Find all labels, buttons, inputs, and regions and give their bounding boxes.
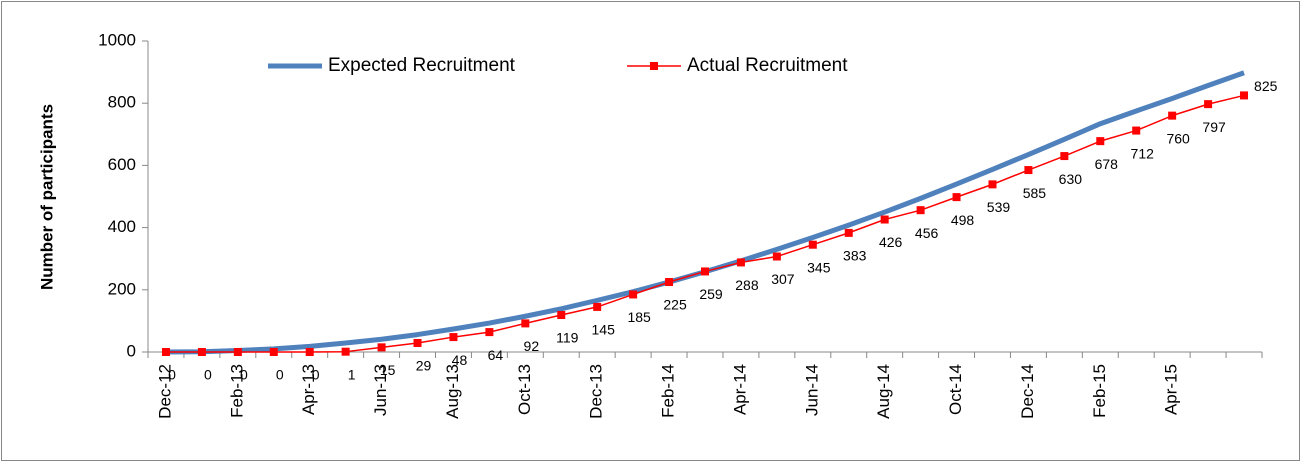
data-label: 345 bbox=[807, 259, 831, 275]
x-tick-label: Feb-14 bbox=[659, 364, 678, 418]
x-tick-label: Apr-14 bbox=[730, 364, 749, 415]
data-label: 288 bbox=[735, 277, 759, 293]
data-point bbox=[772, 252, 781, 261]
data-point bbox=[1024, 166, 1033, 175]
data-label: 712 bbox=[1131, 145, 1155, 161]
data-point bbox=[161, 348, 170, 356]
data-point bbox=[593, 302, 602, 311]
x-tick-label: Apr-15 bbox=[1162, 364, 1181, 415]
y-tick-label: 1000 bbox=[98, 30, 136, 49]
data-point bbox=[988, 180, 997, 189]
x-tick-label: Dec-14 bbox=[1018, 364, 1037, 419]
x-tick-label: Feb-15 bbox=[1090, 364, 1109, 418]
x-tick-label: Dec-13 bbox=[587, 364, 606, 419]
data-label: 426 bbox=[879, 234, 903, 250]
data-label: 185 bbox=[627, 309, 651, 325]
data-point bbox=[233, 348, 242, 356]
y-axis-label: Number of participants bbox=[37, 104, 56, 290]
x-tick-label: Aug-14 bbox=[874, 364, 893, 419]
data-point bbox=[629, 290, 638, 299]
data-point bbox=[305, 348, 314, 356]
data-point bbox=[665, 278, 674, 287]
data-label: 92 bbox=[524, 338, 540, 354]
x-tick-label: Apr-13 bbox=[299, 364, 318, 415]
data-point bbox=[557, 310, 566, 319]
data-label: 0 bbox=[204, 367, 212, 383]
x-tick-label: Jun-13 bbox=[371, 364, 390, 416]
data-label: 498 bbox=[951, 212, 975, 228]
data-point bbox=[880, 215, 889, 224]
data-label: 797 bbox=[1202, 119, 1226, 135]
data-label: 15 bbox=[380, 362, 396, 378]
data-point bbox=[1240, 91, 1249, 100]
data-label: 145 bbox=[592, 322, 616, 338]
y-tick-label: 800 bbox=[108, 93, 136, 112]
legend-marker bbox=[650, 62, 658, 70]
data-point bbox=[197, 348, 206, 356]
data-label: 456 bbox=[915, 225, 939, 241]
x-tick-label: Dec-12 bbox=[155, 364, 174, 419]
data-label: 64 bbox=[488, 347, 504, 363]
data-point bbox=[1060, 152, 1069, 161]
x-tick-label: Oct-14 bbox=[946, 364, 965, 415]
data-point bbox=[521, 319, 530, 328]
data-label: 259 bbox=[699, 286, 723, 302]
data-label: 119 bbox=[556, 330, 579, 346]
data-label: 1 bbox=[348, 366, 356, 382]
data-point bbox=[413, 338, 422, 347]
x-tick-label: Feb-13 bbox=[227, 364, 246, 418]
data-point bbox=[485, 328, 494, 337]
data-point bbox=[808, 240, 817, 249]
data-point bbox=[1204, 100, 1213, 109]
data-label: 630 bbox=[1059, 171, 1083, 187]
x-tick-label: Jun-14 bbox=[802, 364, 821, 416]
y-tick-label: 400 bbox=[108, 217, 136, 236]
data-label: 585 bbox=[1023, 185, 1047, 201]
data-label: 383 bbox=[843, 248, 867, 264]
data-point bbox=[701, 267, 709, 276]
data-point bbox=[952, 193, 961, 202]
data-point bbox=[736, 258, 745, 267]
data-point bbox=[1096, 137, 1105, 146]
y-tick-label: 600 bbox=[108, 155, 136, 174]
y-tick-label: 0 bbox=[127, 341, 136, 360]
data-label: 48 bbox=[452, 352, 468, 368]
data-label: 307 bbox=[771, 271, 795, 287]
data-label: 29 bbox=[416, 358, 432, 374]
data-point bbox=[269, 348, 278, 356]
data-point bbox=[1132, 126, 1141, 135]
data-label: 0 bbox=[240, 367, 248, 383]
legend-label: Actual Recruitment bbox=[687, 55, 848, 76]
data-label: 825 bbox=[1254, 78, 1278, 94]
data-label: 678 bbox=[1095, 156, 1119, 172]
data-label: 0 bbox=[276, 367, 284, 383]
data-point bbox=[377, 343, 386, 352]
y-tick-label: 200 bbox=[108, 279, 136, 298]
data-label: 0 bbox=[168, 367, 176, 383]
data-label: 225 bbox=[663, 297, 687, 313]
data-label: 760 bbox=[1166, 130, 1190, 146]
data-label: 539 bbox=[987, 199, 1011, 215]
data-label: 0 bbox=[312, 367, 320, 383]
x-tick-label: Aug-13 bbox=[443, 364, 462, 419]
data-point bbox=[1168, 111, 1177, 120]
data-point bbox=[449, 333, 458, 342]
x-tick-label: Oct-13 bbox=[515, 364, 534, 415]
data-point bbox=[916, 206, 925, 215]
data-point bbox=[341, 347, 350, 356]
legend-label: Expected Recruitment bbox=[328, 55, 516, 76]
data-point bbox=[844, 228, 853, 237]
